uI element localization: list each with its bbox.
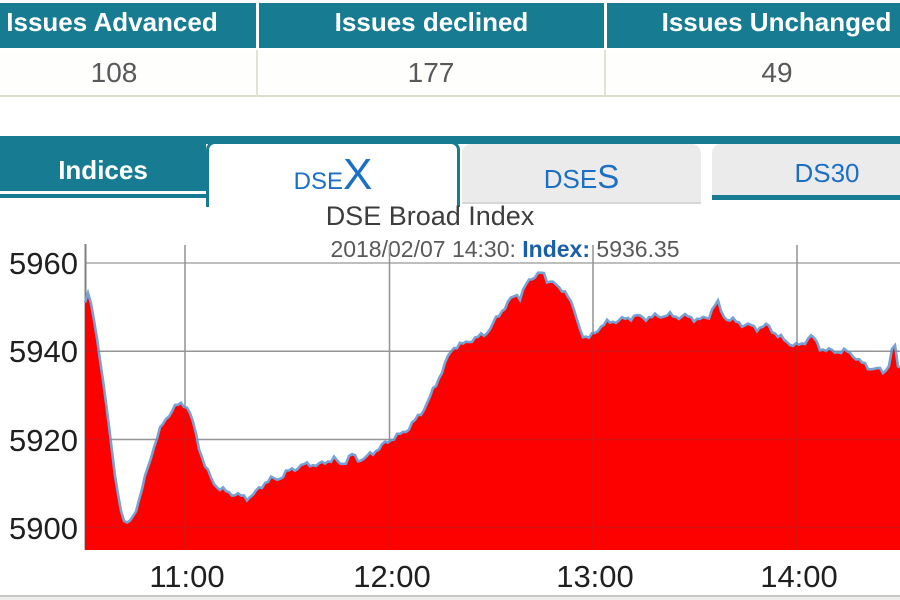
svg-text:5920: 5920 — [9, 423, 78, 458]
svg-text:5940: 5940 — [9, 334, 78, 369]
svg-text:12:00: 12:00 — [353, 559, 431, 594]
svg-text:5960: 5960 — [9, 246, 78, 281]
svg-text:13:00: 13:00 — [556, 559, 634, 594]
svg-text:11:00: 11:00 — [149, 559, 224, 594]
svg-text:5900: 5900 — [9, 511, 78, 546]
svg-text:14:00: 14:00 — [760, 559, 838, 594]
